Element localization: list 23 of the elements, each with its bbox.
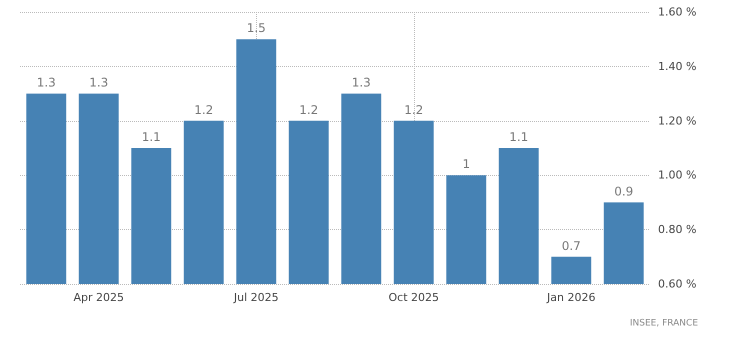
x-tick-label: Apr 2025 xyxy=(73,291,124,304)
y-tick-label: 1.00 % xyxy=(658,168,696,182)
data-label: 1.2 xyxy=(194,102,214,117)
x-tick-label: Oct 2025 xyxy=(388,291,440,304)
data-label: 1.3 xyxy=(89,76,108,90)
data-label: 1 xyxy=(462,157,470,172)
y-tick-label: 0.80 % xyxy=(658,223,696,236)
y-tick-label: 1.20 % xyxy=(658,114,696,128)
data-label: 0.9 xyxy=(614,184,634,198)
data-label: 1.1 xyxy=(509,130,528,144)
data-label: 1.2 xyxy=(404,102,424,117)
x-tick-label: Jan 2026 xyxy=(546,291,596,304)
data-label: 1.3 xyxy=(36,76,56,90)
y-tick-label: 1.40 % xyxy=(658,60,696,73)
data-label: 1.5 xyxy=(246,21,266,36)
y-tick-label: 1.60 % xyxy=(658,6,696,18)
data-label: 0.7 xyxy=(562,238,581,253)
data-label: 1.1 xyxy=(142,130,161,144)
data-label: 1.2 xyxy=(299,102,318,117)
x-tick-label: Jul 2025 xyxy=(232,291,279,304)
y-tick-label: 0.60 % xyxy=(658,278,696,290)
data-label: 1.3 xyxy=(352,76,371,90)
text: INSEE, FRANCE xyxy=(630,318,698,328)
